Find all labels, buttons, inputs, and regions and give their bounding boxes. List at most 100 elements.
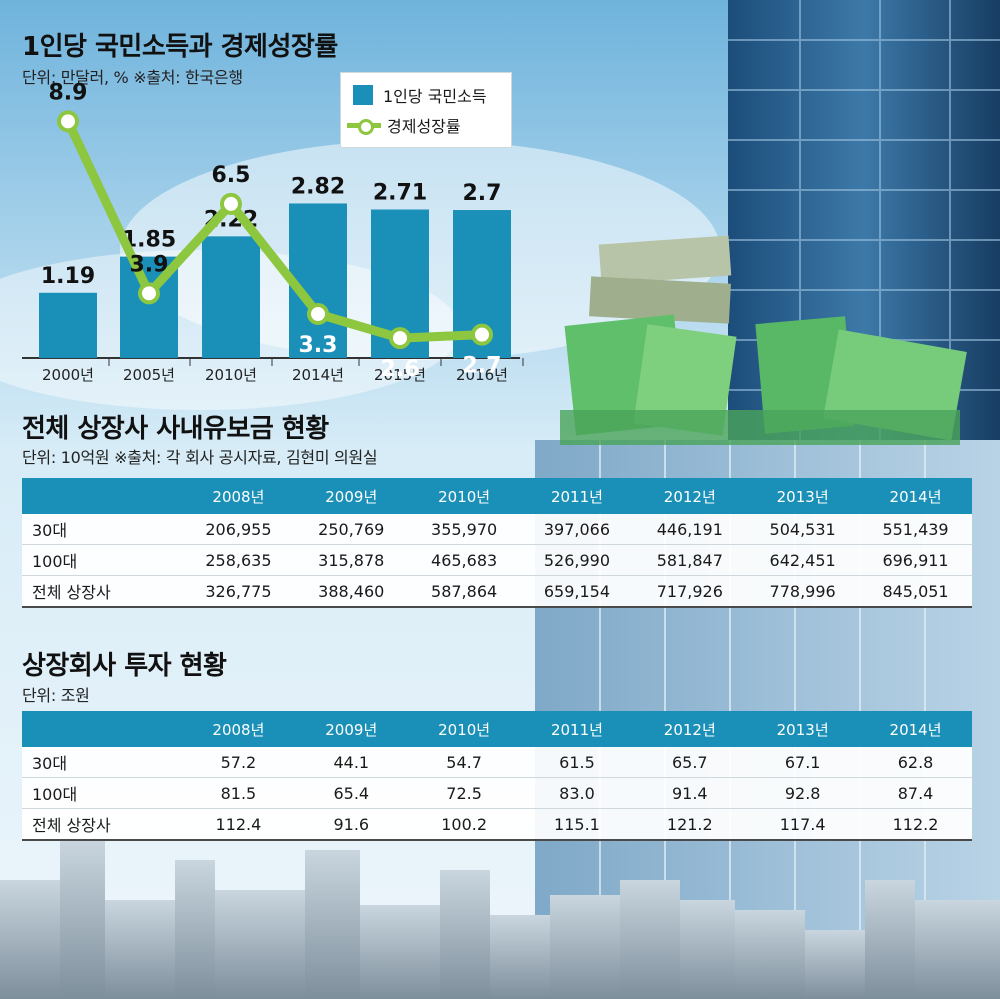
retained-earnings-cell: 258,635 bbox=[182, 544, 295, 576]
income-bar-2 bbox=[202, 236, 260, 358]
growth-point-4 bbox=[389, 327, 411, 350]
investment-cell: 115.1 bbox=[520, 808, 634, 841]
retained-earnings-table: 2008년 2009년 2010년 2011년 2012년 2013년 2014년 30대 20… bbox=[22, 478, 972, 608]
retained-earnings-row-label: 30대 bbox=[22, 514, 182, 545]
investment-cell: 54.7 bbox=[407, 747, 521, 778]
investment-cell: 92.8 bbox=[746, 777, 860, 809]
income-bar-label-3: 2.82 bbox=[291, 174, 345, 199]
x-tick-label-1: 2005년 bbox=[123, 366, 175, 384]
investment-header-cell: 2013년 bbox=[746, 711, 860, 747]
retained-earnings-row-label: 전체 상장사 bbox=[22, 575, 182, 608]
retained-earnings-cell: 250,769 bbox=[294, 514, 408, 545]
retained-earnings-cell: 778,996 bbox=[746, 575, 860, 608]
retained-earnings-cell: 526,990 bbox=[520, 544, 634, 576]
growth-point-5 bbox=[471, 323, 493, 346]
investment-title: 상장회사 투자 현황 bbox=[22, 651, 227, 681]
investment-header-cell: 2008년 bbox=[182, 711, 295, 747]
investment-cell: 83.0 bbox=[520, 777, 634, 809]
retained-earnings-cell: 642,451 bbox=[746, 544, 860, 576]
retained-earnings-cell: 551,439 bbox=[859, 514, 972, 545]
investment-row-label: 30대 bbox=[22, 747, 182, 778]
chart-unit-note: 단위: 만달러, % ※출처: 한국은행 bbox=[22, 68, 243, 87]
investment-cell: 65.7 bbox=[633, 747, 747, 778]
retained-earnings-row-label: 100대 bbox=[22, 544, 182, 576]
retained-earnings-cell: 717,926 bbox=[633, 575, 747, 608]
retained-earnings-row: 100대 258,635 315,878 465,683 526,990 581,847 6… bbox=[22, 544, 972, 576]
investment-cell: 62.8 bbox=[859, 747, 972, 778]
investment-header-row: 2008년 2009년 2010년 2011년 2012년 2013년 2014년 bbox=[22, 711, 972, 747]
investment-cell: 91.4 bbox=[633, 777, 747, 809]
investment-header-cell: 2011년 bbox=[520, 711, 634, 747]
retained-earnings-cell: 397,066 bbox=[520, 514, 634, 545]
chart-title: 1인당 국민소득과 경제성장률 bbox=[22, 32, 338, 62]
retained-earnings-header-cell bbox=[22, 478, 182, 514]
investment-header-cell: 2014년 bbox=[859, 711, 972, 747]
investment-cell: 91.6 bbox=[294, 808, 408, 841]
investment-cell: 57.2 bbox=[182, 747, 295, 778]
income-bar-label-4: 2.71 bbox=[373, 180, 427, 205]
investment-table: 2008년 2009년 2010년 2011년 2012년 2013년 2014년 30대 57… bbox=[22, 711, 972, 841]
investment-cell: 72.5 bbox=[407, 777, 521, 809]
retained-earnings-cell: 315,878 bbox=[294, 544, 408, 576]
investment-cell: 87.4 bbox=[859, 777, 972, 809]
investment-cell: 81.5 bbox=[182, 777, 295, 809]
x-tick-label-4: 2015년 bbox=[374, 366, 426, 384]
chart-legend: 1인당 국민소득 경제성장률 bbox=[340, 72, 512, 148]
retained-earnings-header-row: 2008년 2009년 2010년 2011년 2012년 2013년 2014년 bbox=[22, 478, 972, 514]
retained-earnings-header-cell: 2010년 bbox=[407, 478, 521, 514]
income-bar-label-0: 1.19 bbox=[41, 264, 95, 289]
retained-earnings-row: 30대 206,955 250,769 355,970 397,066 446,191 50… bbox=[22, 514, 972, 545]
growth-rate-line bbox=[63, 119, 483, 343]
retained-earnings-cell: 355,970 bbox=[407, 514, 521, 545]
retained-earnings-cell: 388,460 bbox=[294, 575, 408, 608]
retained-earnings-header-cell: 2009년 bbox=[294, 478, 408, 514]
investment-row-label: 전체 상장사 bbox=[22, 808, 182, 841]
investment-cell: 121.2 bbox=[633, 808, 747, 841]
income-bar-label-5: 2.7 bbox=[463, 181, 502, 206]
legend-line-label: 경제성장률 bbox=[387, 117, 461, 136]
investment-cell: 61.5 bbox=[520, 747, 634, 778]
investment-cell: 100.2 bbox=[407, 808, 521, 841]
retained-earnings-cell: 465,683 bbox=[407, 544, 521, 576]
growth-label-2: 6.5 bbox=[212, 163, 251, 188]
income-bar-3 bbox=[289, 203, 347, 358]
investment-header-cell: 2010년 bbox=[407, 711, 521, 747]
x-tick-label-2: 2010년 bbox=[205, 366, 257, 384]
retained-earnings-header-cell: 2013년 bbox=[746, 478, 860, 514]
growth-point-1 bbox=[138, 282, 160, 305]
growth-label-4: 2.6 bbox=[381, 357, 420, 382]
retained-earnings-unit-note: 단위: 10억원 ※출처: 각 회사 공시자료, 김현미 의원실 bbox=[22, 448, 378, 467]
investment-row: 전체 상장사 112.4 91.6 100.2 115.1 121.2 117.4 112.2 bbox=[22, 808, 972, 841]
investment-cell: 44.1 bbox=[294, 747, 408, 778]
legend-bar-label: 1인당 국민소득 bbox=[383, 87, 487, 106]
retained-earnings-cell: 659,154 bbox=[520, 575, 634, 608]
investment-header-cell bbox=[22, 711, 182, 747]
growth-label-3: 3.3 bbox=[299, 333, 338, 358]
retained-earnings-cell: 587,864 bbox=[407, 575, 521, 608]
growth-label-5: 2.7 bbox=[463, 354, 502, 379]
growth-point-3 bbox=[307, 303, 329, 325]
growth-label-0: 8.9 bbox=[49, 80, 88, 105]
retained-earnings-cell: 206,955 bbox=[182, 514, 295, 545]
retained-earnings-header-cell: 2014년 bbox=[859, 478, 972, 514]
legend-bar-swatch bbox=[353, 85, 373, 105]
retained-earnings-header-cell: 2012년 bbox=[633, 478, 747, 514]
investment-header-cell: 2012년 bbox=[633, 711, 747, 747]
legend-item-bar: 1인당 국민소득 bbox=[353, 83, 487, 107]
investment-header-cell: 2009년 bbox=[294, 711, 408, 747]
investment-cell: 117.4 bbox=[746, 808, 860, 841]
retained-earnings-cell: 696,911 bbox=[859, 544, 972, 576]
investment-cell: 112.2 bbox=[859, 808, 972, 841]
retained-earnings-row: 전체 상장사 326,775 388,460 587,864 659,154 717,92… bbox=[22, 575, 972, 608]
retained-earnings-cell: 581,847 bbox=[633, 544, 747, 576]
growth-point-2 bbox=[220, 192, 242, 215]
investment-row-label: 100대 bbox=[22, 777, 182, 809]
retained-earnings-title: 전체 상장사 사내유보금 현황 bbox=[22, 414, 329, 444]
investment-cell: 112.4 bbox=[182, 808, 295, 841]
retained-earnings-header-cell: 2008년 bbox=[182, 478, 295, 514]
retained-earnings-header-cell: 2011년 bbox=[520, 478, 634, 514]
investment-cell: 65.4 bbox=[294, 777, 408, 809]
investment-unit-note: 단위: 조원 bbox=[22, 686, 90, 705]
retained-earnings-cell: 845,051 bbox=[859, 575, 972, 608]
